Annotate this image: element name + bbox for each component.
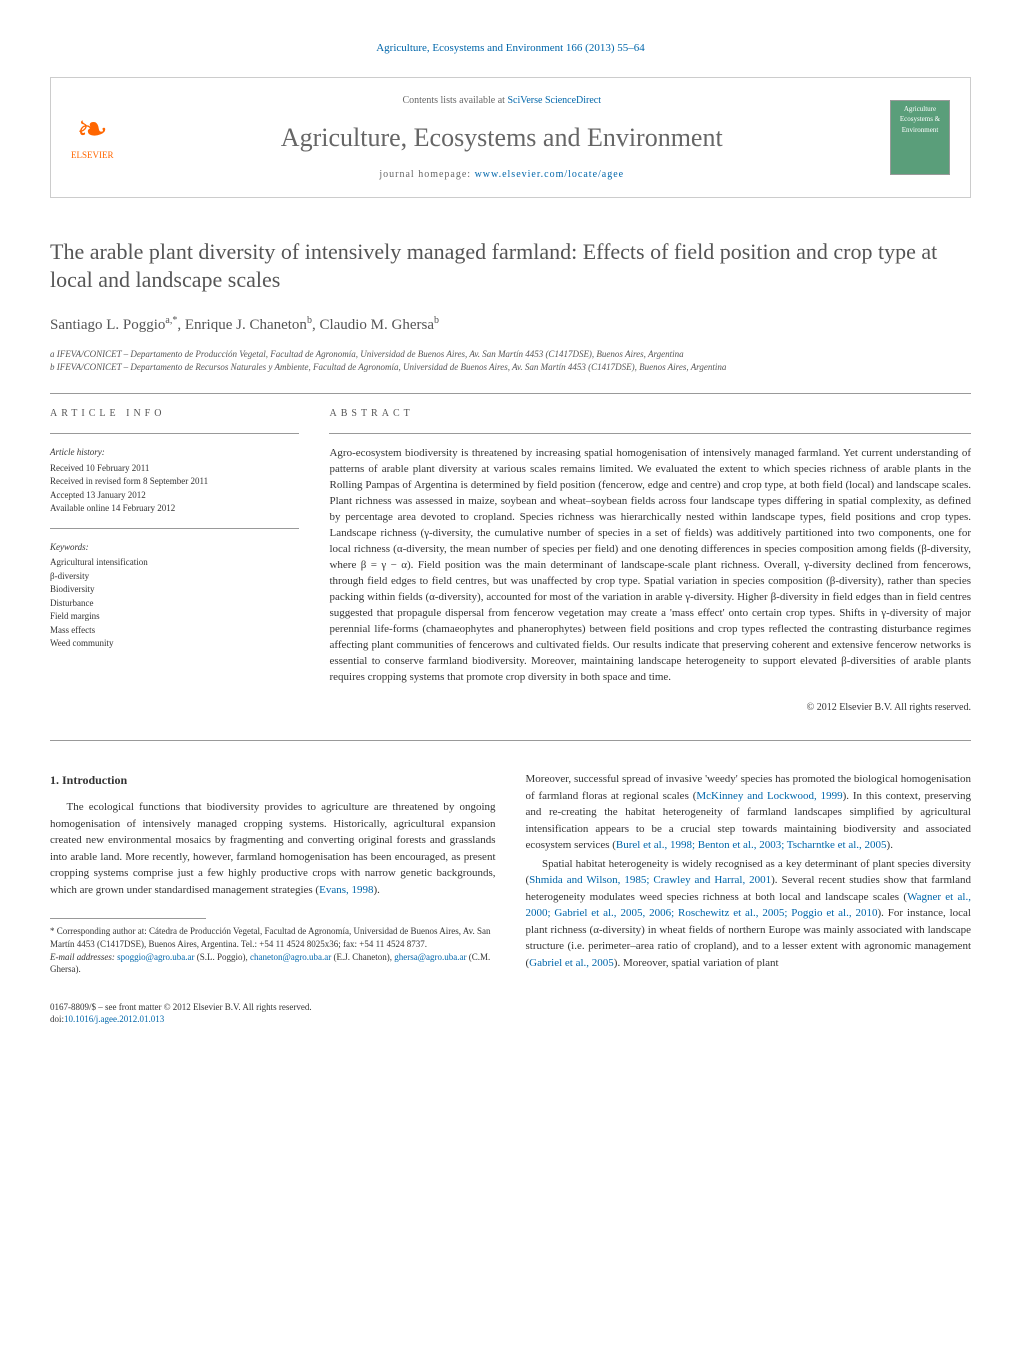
para-text: The ecological functions that biodiversi…	[50, 801, 496, 896]
contents-prefix: Contents lists available at	[402, 95, 507, 106]
sciencedirect-link[interactable]: SciVerse ScienceDirect	[507, 95, 601, 106]
history-revised: Received in revised form 8 September 201…	[50, 475, 299, 489]
header-center: Contents lists available at SciVerse Sci…	[114, 93, 891, 182]
keyword: Disturbance	[50, 597, 299, 611]
body-col-right: Moreover, successful spread of invasive …	[526, 771, 972, 975]
intro-para-2: Moreover, successful spread of invasive …	[526, 771, 972, 854]
abstract-col: abstract Agro-ecosystem biodiversity is …	[329, 406, 971, 715]
para-text: ).	[887, 839, 893, 851]
contents-available-line: Contents lists available at SciVerse Sci…	[114, 93, 891, 108]
abstract-divider	[329, 433, 971, 434]
ref-link[interactable]: Burel et al., 1998; Benton et al., 2003;…	[616, 839, 887, 851]
keyword: Mass effects	[50, 624, 299, 638]
issn-line: 0167-8809/$ – see front matter © 2012 El…	[50, 1001, 971, 1014]
divider-top	[50, 393, 971, 394]
keyword: Field margins	[50, 610, 299, 624]
article-title: The arable plant diversity of intensivel…	[50, 238, 971, 295]
homepage-line: journal homepage: www.elsevier.com/locat…	[114, 167, 891, 182]
introduction-heading: 1. Introduction	[50, 771, 496, 789]
intro-para-3: Spatial habitat heterogeneity is widely …	[526, 856, 972, 972]
abstract-heading: abstract	[329, 406, 971, 421]
body-columns: 1. Introduction The ecological functions…	[50, 771, 971, 975]
abstract-text: Agro-ecosystem biodiversity is threatene…	[329, 446, 971, 685]
history-heading: Article history:	[50, 446, 299, 460]
authors-line: Santiago L. Poggioa,*, Enrique J. Chanet…	[50, 313, 971, 337]
doi-link[interactable]: 10.1016/j.agee.2012.01.013	[64, 1014, 164, 1024]
elsevier-logo: ❧ ELSEVIER	[71, 111, 114, 163]
ref-link[interactable]: Shmida and Wilson, 1985; Crawley and Har…	[529, 874, 771, 886]
keyword: β-diversity	[50, 570, 299, 584]
para-tail: ).	[374, 884, 380, 896]
ref-link[interactable]: Gabriel et al., 2005	[529, 957, 614, 969]
affiliation-a: a IFEVA/CONICET – Departamento de Produc…	[50, 348, 971, 361]
email-link[interactable]: chaneton@agro.uba.ar	[250, 952, 331, 962]
footnotes: * Corresponding author at: Cátedra de Pr…	[50, 925, 496, 975]
history-received: Received 10 February 2011	[50, 462, 299, 476]
homepage-link[interactable]: www.elsevier.com/locate/agee	[475, 169, 625, 180]
article-info-heading: article info	[50, 406, 299, 421]
email-who: (E.J. Chaneton),	[331, 952, 394, 962]
article-info-col: article info Article history: Received 1…	[50, 406, 299, 715]
intro-para-1: The ecological functions that biodiversi…	[50, 799, 496, 898]
elsevier-tree-icon: ❧	[71, 111, 114, 149]
email-link[interactable]: ghersa@agro.uba.ar	[394, 952, 466, 962]
info-divider-2	[50, 528, 299, 529]
history-online: Available online 14 February 2012	[50, 502, 299, 516]
copyright-line: © 2012 Elsevier B.V. All rights reserved…	[329, 700, 971, 715]
journal-cover-thumbnail: Agriculture Ecosystems & Environment	[890, 100, 950, 175]
journal-name: Agriculture, Ecosystems and Environment	[114, 118, 891, 157]
keyword: Agricultural intensification	[50, 556, 299, 570]
affiliation-b: b IFEVA/CONICET – Departamento de Recurs…	[50, 361, 971, 374]
homepage-prefix: journal homepage:	[379, 169, 474, 180]
email-addresses: E-mail addresses: spoggio@agro.uba.ar (S…	[50, 951, 496, 976]
affiliations: a IFEVA/CONICET – Departamento de Produc…	[50, 348, 971, 373]
email-link[interactable]: spoggio@agro.uba.ar	[117, 952, 194, 962]
journal-header-box: ❧ ELSEVIER Contents lists available at S…	[50, 77, 971, 198]
corresponding-author: * Corresponding author at: Cátedra de Pr…	[50, 925, 496, 950]
divider-bottom	[50, 740, 971, 741]
doi-line: doi:10.1016/j.agee.2012.01.013	[50, 1013, 971, 1026]
ref-link[interactable]: Evans, 1998	[319, 884, 373, 896]
keyword: Biodiversity	[50, 583, 299, 597]
body-col-left: 1. Introduction The ecological functions…	[50, 771, 496, 975]
info-divider-1	[50, 433, 299, 434]
doi-prefix: doi:	[50, 1014, 64, 1024]
journal-citation: Agriculture, Ecosystems and Environment …	[50, 40, 971, 57]
history-accepted: Accepted 13 January 2012	[50, 489, 299, 503]
keywords-list: Agricultural intensification β-diversity…	[50, 556, 299, 651]
info-abstract-row: article info Article history: Received 1…	[50, 406, 971, 715]
email-label: E-mail addresses:	[50, 952, 117, 962]
elsevier-label: ELSEVIER	[71, 149, 114, 163]
ref-link[interactable]: McKinney and Lockwood, 1999	[696, 790, 842, 802]
keyword: Weed community	[50, 637, 299, 651]
email-who: (S.L. Poggio),	[194, 952, 250, 962]
keywords-heading: Keywords:	[50, 541, 299, 555]
footer: 0167-8809/$ – see front matter © 2012 El…	[50, 1001, 971, 1026]
para-text: ). Moreover, spatial variation of plant	[614, 957, 779, 969]
footnote-rule	[50, 918, 206, 919]
